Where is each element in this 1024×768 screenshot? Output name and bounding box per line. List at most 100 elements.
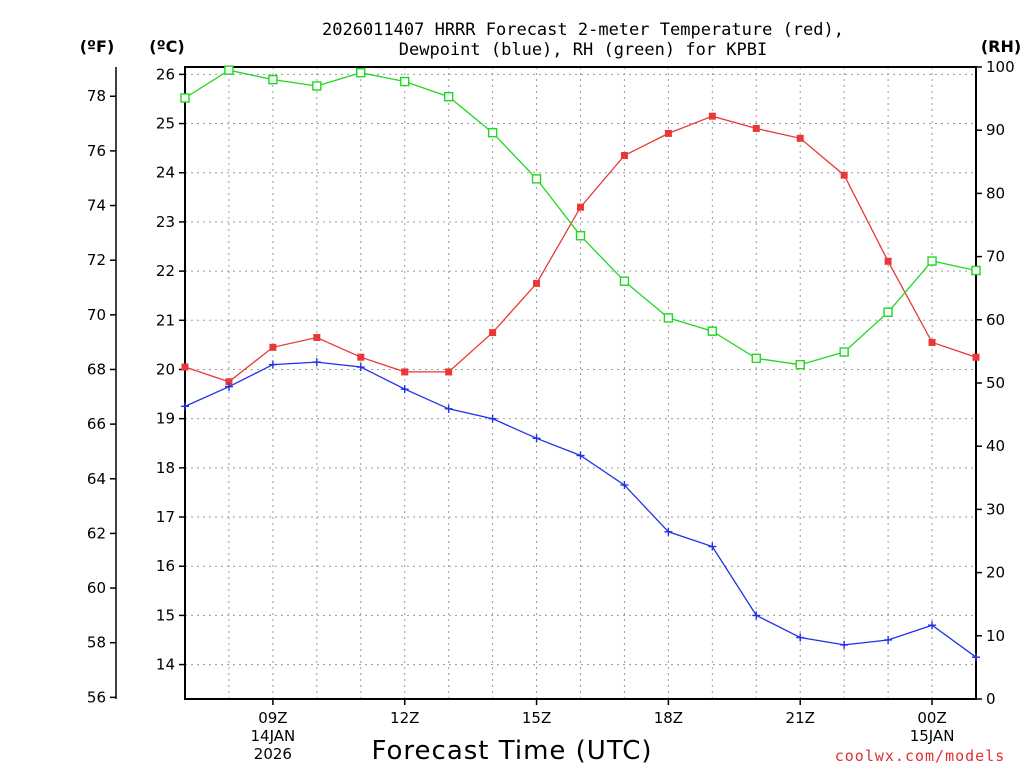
x-tick-label: 09Z <box>258 709 287 727</box>
x-tick-label: 12Z <box>390 709 419 727</box>
rh-point <box>487 128 498 138</box>
dewpoint-point <box>576 451 585 460</box>
celsius-tick-label: 24 <box>156 164 175 182</box>
dewpoint-point <box>972 653 980 662</box>
dewpoint-point <box>224 382 233 391</box>
dewpoint-point <box>181 402 189 411</box>
dewpoint-point <box>840 640 849 649</box>
x-tick-label: 15Z <box>522 709 551 727</box>
chart-title-line1: 2026011407 HRRR Forecast 2-meter Tempera… <box>322 20 844 40</box>
temperature-point <box>181 363 189 371</box>
celsius-tick-label: 21 <box>156 311 175 329</box>
temperature-point <box>664 129 672 137</box>
temperature-point <box>840 171 848 179</box>
rh-tick-label: 30 <box>986 500 1005 518</box>
plot-frame <box>184 66 977 700</box>
temperature-point <box>752 124 760 132</box>
marker-layer <box>180 65 981 662</box>
dewpoint-point <box>752 611 761 620</box>
rh-point <box>180 93 190 103</box>
rh-tick-label: 20 <box>986 564 1005 582</box>
dewpoint-point <box>268 360 277 369</box>
dewpoint-point <box>312 358 321 367</box>
rh-tick-label: 10 <box>986 627 1005 645</box>
temperature-point <box>357 353 365 361</box>
celsius-tick-label: 19 <box>156 410 175 428</box>
rh-point <box>751 353 761 364</box>
x-tick-date: 15JAN <box>910 727 955 745</box>
rh-point <box>312 81 322 91</box>
rh-point <box>663 313 674 323</box>
rh-tick-label: 50 <box>986 374 1005 392</box>
fahrenheit-tick-label: 72 <box>87 251 106 269</box>
x-tick-label: 00Z <box>917 709 946 727</box>
temperature-point <box>796 134 804 142</box>
fahrenheit-tick-label: 60 <box>87 579 106 597</box>
fahrenheit-tick-label: 74 <box>87 197 106 215</box>
fahrenheit-tick-label: 70 <box>87 306 106 324</box>
fahrenheit-tick-label: 64 <box>87 470 106 488</box>
fahrenheit-tick-label: 76 <box>87 142 106 160</box>
rh-point <box>839 347 849 357</box>
fahrenheit-tick-label: 78 <box>87 87 106 105</box>
dewpoint-point <box>620 481 629 490</box>
dewpoint-point <box>400 385 409 394</box>
rh-point <box>400 76 410 87</box>
rh-point <box>575 231 586 241</box>
temperature-point <box>620 152 628 160</box>
rh-point <box>707 326 718 336</box>
temperature-point <box>708 112 716 120</box>
rh-tick-label: 60 <box>986 311 1005 329</box>
celsius-tick-label: 17 <box>156 508 175 526</box>
fahrenheit-unit-label: (ºF) <box>80 37 115 56</box>
rh-point <box>356 67 366 78</box>
celsius-tick-label: 20 <box>156 360 175 378</box>
x-tick-label: 21Z <box>786 709 815 727</box>
fahrenheit-tick-label: 66 <box>87 415 106 433</box>
rh-point <box>795 359 805 370</box>
fahrenheit-tick-label: 56 <box>87 688 106 706</box>
rh-point <box>971 265 981 276</box>
rh-tick-label: 100 <box>986 58 1015 76</box>
axes: 56 58 60 62 64 66 68 70 72 74 76 78 14 15 16 17 18 19 20 21… <box>87 58 1015 763</box>
celsius-unit-label: (ºC) <box>149 37 184 56</box>
celsius-tick-label: 25 <box>156 115 175 133</box>
temperature-point <box>269 343 277 351</box>
x-tick-label: 18Z <box>654 709 683 727</box>
grid-lines <box>185 67 976 699</box>
chart-title-line2: Dewpoint (blue), RH (green) for KPBI <box>399 40 767 60</box>
rh-point <box>268 74 278 85</box>
rh-point <box>531 174 542 184</box>
dewpoint-point <box>708 542 717 551</box>
dewpoint-point <box>664 527 673 536</box>
fahrenheit-tick-label: 68 <box>87 360 106 378</box>
temperature-point <box>928 338 936 346</box>
temperature-point <box>313 334 321 342</box>
temperature-point <box>533 279 541 287</box>
rh-tick-label: 0 <box>986 690 996 708</box>
dewpoint-point <box>444 404 453 413</box>
rh-point <box>927 256 937 266</box>
temperature-point <box>225 378 233 386</box>
dewpoint-line <box>184 361 977 658</box>
dewpoint-point <box>356 363 365 372</box>
temperature-point <box>445 368 453 376</box>
x-axis-label: Forecast Time (UTC) <box>371 736 652 766</box>
temperature-point <box>884 257 892 265</box>
fahrenheit-tick-label: 62 <box>87 524 106 542</box>
x-tick-year: 2026 <box>254 745 292 763</box>
dewpoint-point <box>796 633 805 642</box>
dewpoint-point <box>532 434 541 443</box>
temperature-point <box>489 329 497 337</box>
rh-point <box>883 307 893 317</box>
rh-tick-label: 80 <box>986 184 1005 202</box>
temperature-point <box>577 203 584 211</box>
celsius-tick-label: 22 <box>156 262 175 280</box>
rh-tick-label: 40 <box>986 437 1005 455</box>
celsius-tick-label: 26 <box>156 65 175 83</box>
rh-point <box>619 276 630 286</box>
celsius-tick-label: 15 <box>156 606 175 624</box>
rh-unit-label: (RH) <box>981 37 1021 56</box>
temperature-point <box>972 353 980 361</box>
dewpoint-point <box>928 621 937 630</box>
